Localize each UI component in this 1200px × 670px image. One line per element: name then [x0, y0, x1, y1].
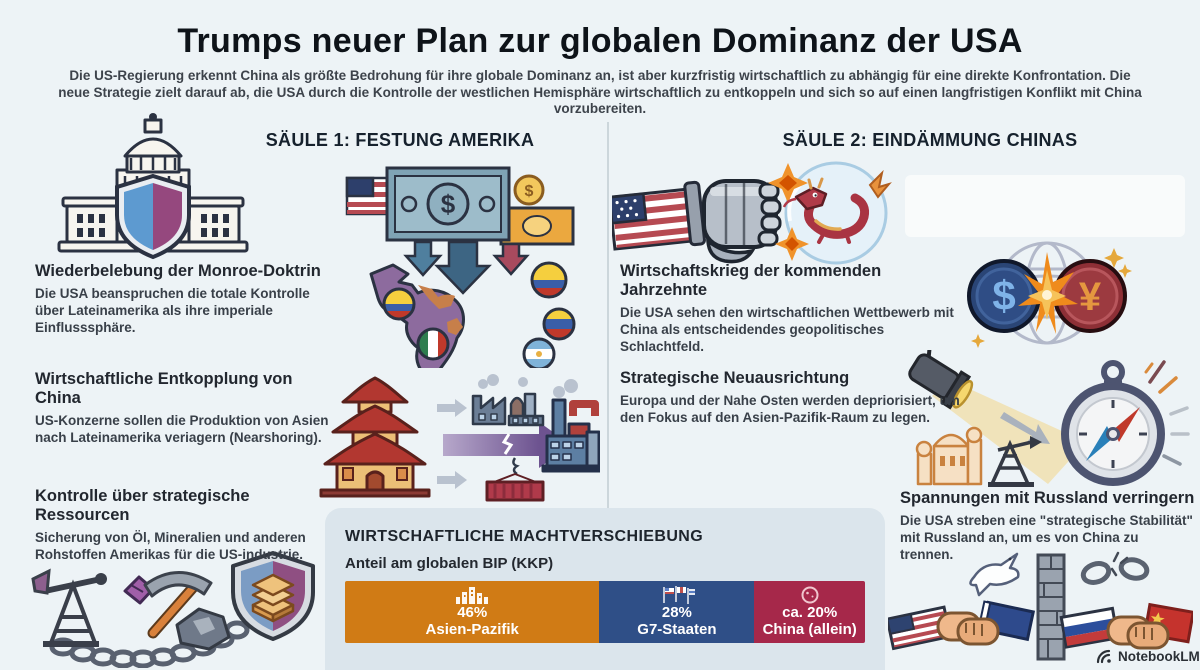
segment-label: G7-Staaten [637, 620, 717, 638]
section-body: Europa und der Nahe Osten werden deprior… [620, 393, 960, 426]
oil-minerals-shield-chain-icon [31, 551, 315, 668]
section-title: Strategische Neuausrichtung [620, 369, 850, 387]
section-neuausrichtung: Strategische Neuausrichtung Europa und d… [620, 369, 960, 426]
gdp-chart-card: WIRTSCHAFTLICHE MACHTVERSCHIEBUNG Anteil… [325, 508, 885, 670]
city-skyline-icon [456, 586, 489, 604]
section-title: Wiederbelebung der Monroe-Doktrin [35, 262, 321, 280]
segment-value: 28% [661, 603, 692, 621]
bar-segment-asien-pazifik: 46% Asien-Pazifik [345, 581, 600, 643]
section-entkopplung-china: Wirtschaftliche Entkopplung von China US… [35, 370, 340, 446]
page-title: Trumps neuer Plan zur globalen Dominanz … [177, 22, 1023, 60]
g7-flags-icon [663, 585, 695, 604]
spotlight-compass-pivot-icon [908, 350, 1190, 487]
section-strategische-ressourcen: Kontrolle über strategische Ressourcen S… [35, 487, 340, 563]
section-title: Kontrolle über strategische Ressourcen [35, 487, 250, 524]
section-russland: Spannungen mit Russland verringern Die U… [900, 489, 1195, 563]
pagoda-to-factories-icon [319, 374, 600, 502]
us-dollars-to-latam-map-icon: $ $ [345, 166, 576, 368]
us-fist-vs-china-dragon-icon [612, 161, 892, 265]
section-body: Die USA streben eine "strategische Stabi… [900, 513, 1193, 563]
notebooklm-icon [1096, 649, 1111, 664]
svg-text:¥: ¥ [1079, 275, 1102, 319]
capitol-with-shield-icon [57, 113, 249, 260]
blank-panel [905, 175, 1185, 237]
section-title: Wirtschaftliche Entkopplung von China [35, 370, 293, 407]
chart-subtitle: Anteil am globalen BIP (KKP) [345, 555, 554, 572]
column-header-saeule-1: SÄULE 1: FESTUNG AMERIKA [265, 130, 535, 150]
section-title: Spannungen mit Russland verringern [900, 489, 1195, 507]
section-body: Die USA beanspruchen die totale Kontroll… [35, 286, 310, 336]
svg-text:$: $ [992, 272, 1015, 319]
section-wirtschaftskrieg: Wirtschaftskrieg der kommenden Jahrzehnt… [620, 262, 955, 355]
notebooklm-logo: NotebookLM [1096, 649, 1200, 664]
segment-value: 46% [457, 603, 488, 621]
section-body: Die USA sehen den wirtschaftlichen Wettb… [620, 305, 954, 355]
segment-label: China (allein) [762, 620, 857, 638]
dollar-vs-yuan-globe-icon: $ ¥ [967, 241, 1132, 348]
section-monroe-doktrin: Wiederbelebung der Monroe-Doktrin Die US… [35, 262, 340, 336]
section-title: Wirtschaftskrieg der kommenden Jahrzehnt… [620, 262, 882, 299]
column-divider [607, 122, 609, 508]
gdp-stacked-bar: 46% Asien-Pazifik 28% G7-Staaten ca. 2 [345, 581, 865, 643]
bar-segment-china-allein: ca. 20% China (allein) [754, 581, 865, 643]
segment-label: Asien-Pazifik [425, 620, 519, 638]
chart-title: WIRTSCHAFTLICHE MACHTVERSCHIEBUNG [345, 528, 704, 545]
china-badge-icon [801, 586, 819, 604]
section-body: Sicherung von Öl, Mineralien und anderen… [35, 530, 306, 563]
column-header-saeule-2: SÄULE 2: EINDÄMMUNG CHINAS [782, 130, 1078, 150]
svg-text:$: $ [525, 183, 534, 200]
segment-value: ca. 20% [782, 603, 838, 621]
brand-label: NotebookLM [1118, 649, 1200, 664]
section-body: US-Konzerne sollen die Produktion von As… [35, 413, 329, 446]
us-russia-china-handshakes-icon [888, 551, 1193, 661]
page-subtitle: Die US-Regierung erkennt China als größt… [58, 68, 1142, 117]
bar-segment-g7-staaten: 28% G7-Staaten [599, 581, 755, 643]
svg-text:$: $ [441, 189, 456, 219]
